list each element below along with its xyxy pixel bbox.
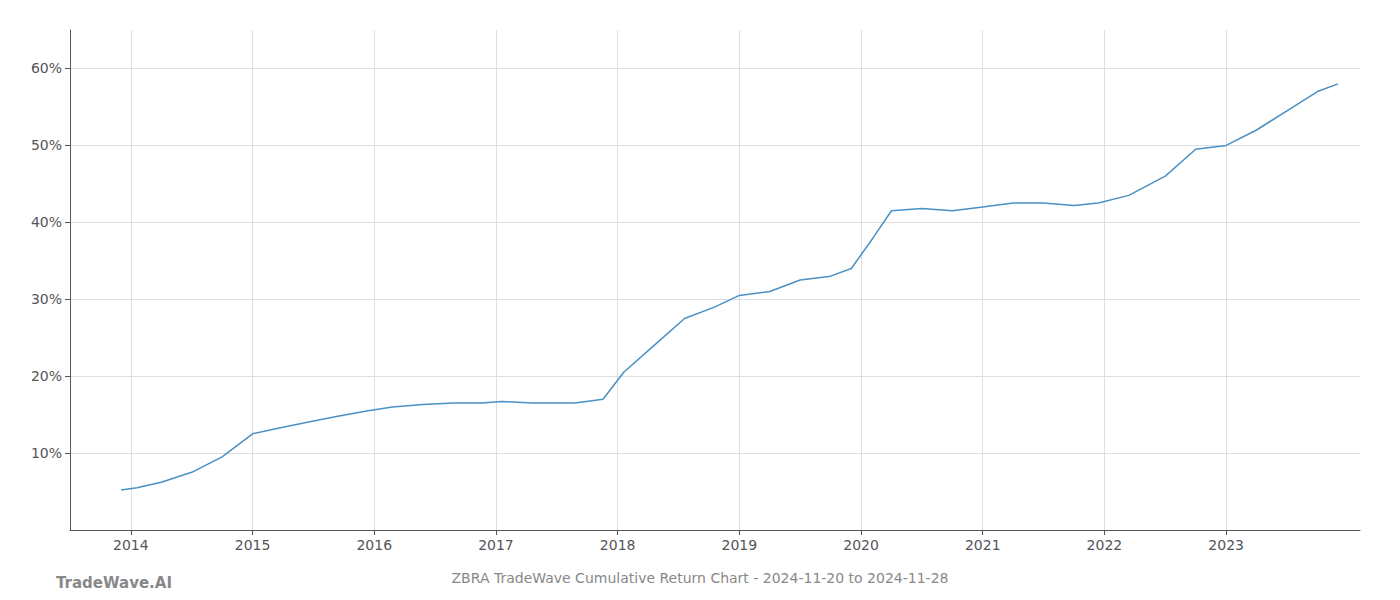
svg-text:2017: 2017 [478, 537, 514, 553]
svg-text:2019: 2019 [722, 537, 758, 553]
svg-text:50%: 50% [31, 137, 62, 153]
svg-text:2015: 2015 [235, 537, 271, 553]
svg-text:2020: 2020 [843, 537, 879, 553]
svg-text:2023: 2023 [1208, 537, 1244, 553]
svg-text:2016: 2016 [356, 537, 392, 553]
svg-text:ZBRA TradeWave Cumulative Retu: ZBRA TradeWave Cumulative Return Chart -… [452, 570, 949, 586]
svg-text:TradeWave.AI: TradeWave.AI [56, 574, 172, 592]
svg-text:30%: 30% [31, 291, 62, 307]
svg-text:10%: 10% [31, 445, 62, 461]
svg-text:2018: 2018 [600, 537, 636, 553]
svg-text:2022: 2022 [1087, 537, 1123, 553]
svg-text:40%: 40% [31, 214, 62, 230]
svg-text:2014: 2014 [113, 537, 149, 553]
svg-text:2021: 2021 [965, 537, 1001, 553]
svg-text:20%: 20% [31, 368, 62, 384]
svg-text:60%: 60% [31, 60, 62, 76]
